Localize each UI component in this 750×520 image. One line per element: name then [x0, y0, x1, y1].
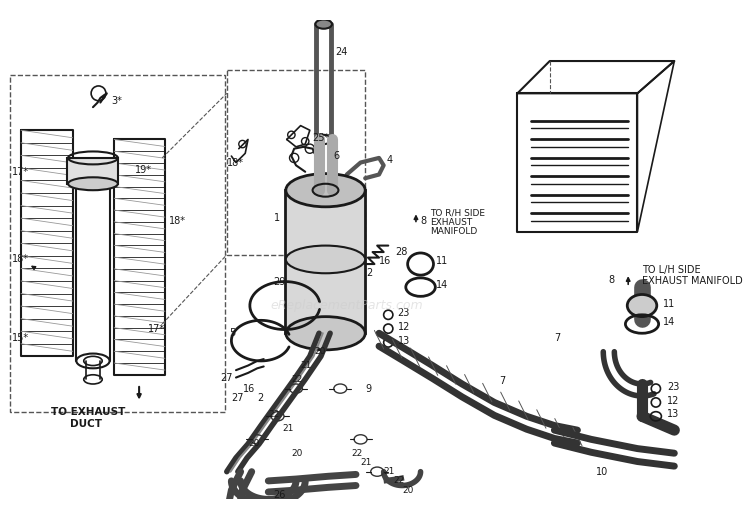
Text: MANIFOLD: MANIFOLD: [430, 227, 477, 236]
Text: 16: 16: [242, 384, 255, 394]
Text: 22: 22: [351, 449, 362, 458]
Text: 15*: 15*: [12, 333, 29, 343]
Text: 18*: 18*: [226, 158, 244, 167]
Ellipse shape: [286, 174, 365, 207]
Text: 12: 12: [398, 322, 410, 332]
Text: 21: 21: [384, 467, 395, 476]
Text: 20: 20: [314, 347, 326, 356]
Text: 21: 21: [282, 424, 293, 433]
Text: 20: 20: [402, 486, 413, 495]
Text: TO R/H SIDE: TO R/H SIDE: [430, 209, 484, 218]
Text: 13: 13: [398, 335, 410, 346]
Text: 21: 21: [361, 458, 372, 467]
Ellipse shape: [315, 20, 332, 29]
Bar: [68, 158, 118, 184]
Text: 21: 21: [301, 361, 312, 370]
Text: 22: 22: [393, 476, 404, 485]
Text: 5: 5: [230, 328, 236, 338]
Text: 29: 29: [273, 278, 285, 288]
Text: 22: 22: [291, 375, 302, 384]
Ellipse shape: [627, 294, 657, 317]
Text: 10: 10: [596, 466, 608, 477]
Text: 2: 2: [257, 393, 263, 403]
Text: 13: 13: [667, 409, 680, 420]
Text: TO EXHAUST: TO EXHAUST: [52, 407, 126, 417]
Text: 2: 2: [366, 268, 372, 278]
Text: DUCT: DUCT: [70, 419, 102, 428]
Text: 17*: 17*: [12, 167, 29, 177]
Text: 23: 23: [667, 382, 680, 392]
Text: 3*: 3*: [112, 96, 122, 106]
Text: 26: 26: [273, 490, 285, 500]
Text: 6: 6: [333, 151, 339, 161]
Text: 20: 20: [248, 439, 259, 448]
Text: 8: 8: [608, 275, 614, 285]
Text: 24: 24: [336, 47, 348, 57]
Text: 11: 11: [663, 298, 676, 309]
Bar: [226, 70, 365, 255]
Text: 1: 1: [274, 213, 280, 223]
Text: 23: 23: [398, 308, 410, 318]
Ellipse shape: [286, 317, 365, 350]
Text: 18*: 18*: [169, 216, 186, 226]
Text: TO L/H SIDE: TO L/H SIDE: [642, 266, 700, 276]
Text: 27: 27: [220, 372, 232, 383]
Text: 14: 14: [436, 280, 448, 290]
Text: 12: 12: [667, 396, 680, 406]
Text: EXHAUST: EXHAUST: [430, 218, 472, 227]
Text: 20: 20: [291, 449, 303, 458]
Text: 14: 14: [663, 317, 676, 327]
Text: 11: 11: [436, 256, 448, 266]
Text: eReplacementParts.com: eReplacementParts.com: [271, 299, 423, 312]
Text: 7: 7: [499, 376, 506, 386]
Text: 16: 16: [379, 256, 392, 266]
Text: EXHAUST MANIFOLD: EXHAUST MANIFOLD: [642, 276, 742, 285]
Text: 25*: 25*: [313, 133, 330, 142]
Bar: [285, 190, 365, 333]
Text: 22: 22: [268, 410, 280, 419]
Ellipse shape: [68, 177, 118, 190]
Text: 18*: 18*: [12, 254, 28, 265]
Text: 8: 8: [421, 216, 427, 226]
Text: 28: 28: [396, 247, 408, 257]
Text: 9: 9: [365, 384, 371, 394]
Text: 4: 4: [386, 155, 392, 165]
Text: 7: 7: [554, 333, 560, 343]
Bar: [10, 75, 225, 412]
Text: 19*: 19*: [134, 165, 152, 175]
Text: 27: 27: [232, 393, 244, 403]
Ellipse shape: [286, 245, 365, 274]
Text: 17*: 17*: [148, 323, 166, 334]
